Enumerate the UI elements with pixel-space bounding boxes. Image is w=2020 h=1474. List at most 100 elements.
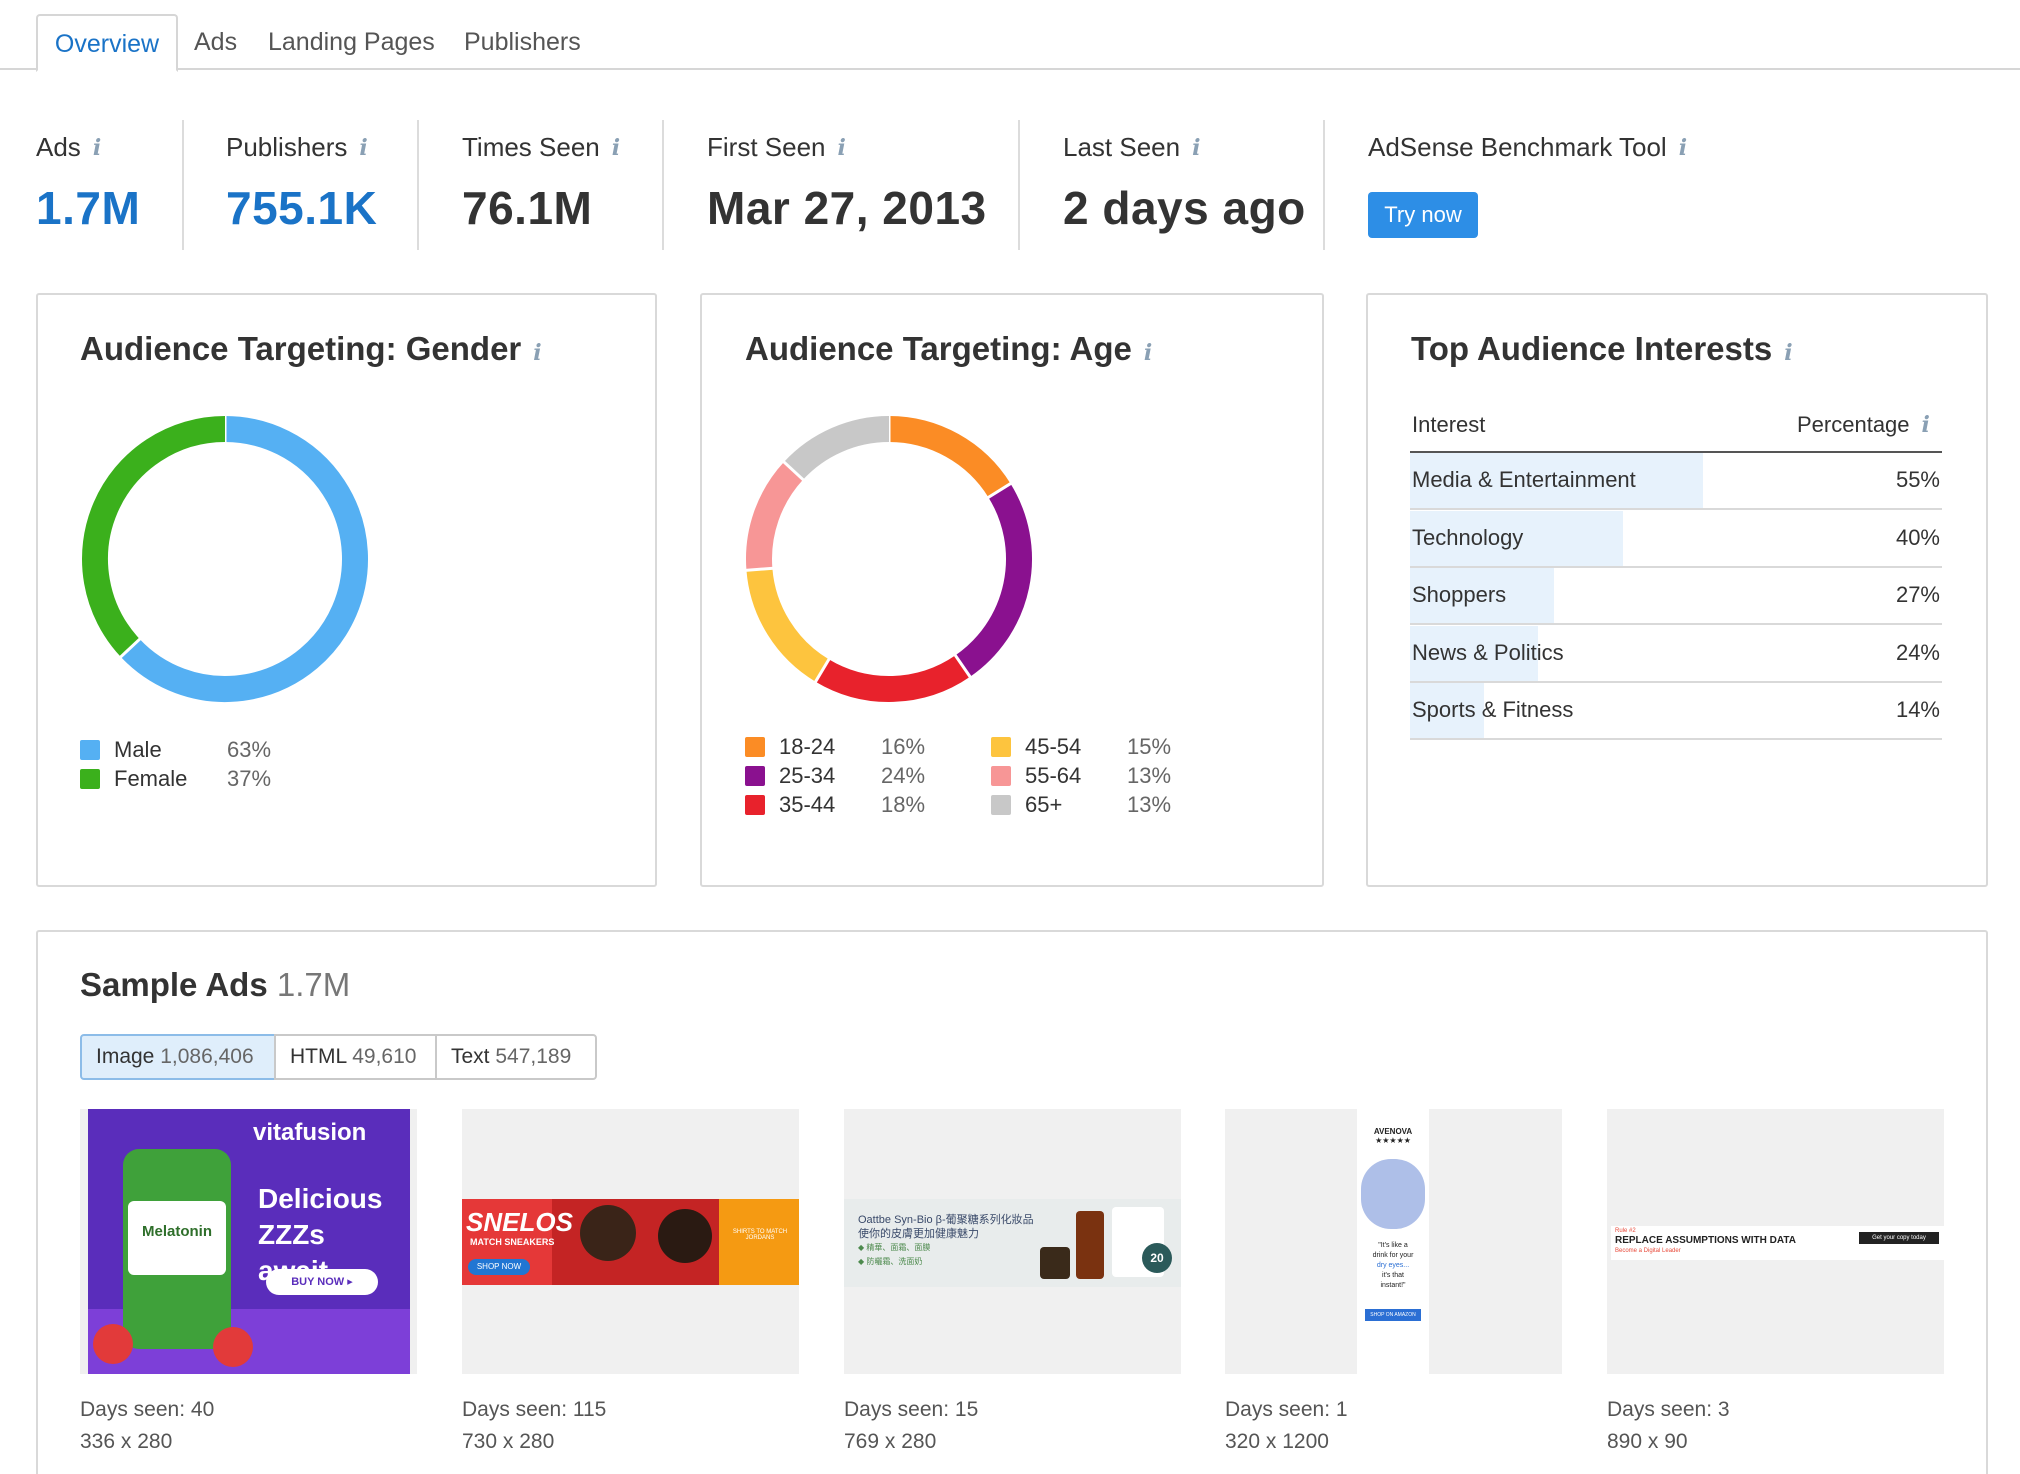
info-icon[interactable]: i — [611, 134, 621, 161]
filter-image[interactable]: Image 1,086,406 — [80, 1034, 276, 1080]
card-title-text: Audience Targeting: Gender — [80, 330, 522, 367]
ad-headline: Delicious ZZZs await. — [258, 1181, 410, 1289]
tab-landing-pages[interactable]: Landing Pages — [268, 28, 435, 56]
ad-stars: ★★★★★ — [1375, 1136, 1411, 1145]
ad-cta: SHOP NOW — [468, 1259, 530, 1275]
legend-item[interactable]: Male 63% — [80, 737, 287, 763]
info-icon[interactable]: i — [1784, 340, 1793, 366]
donut-segment-18-24[interactable] — [888, 416, 1011, 498]
info-icon[interactable]: i — [92, 134, 102, 161]
filter-text[interactable]: Text 547,189 — [435, 1034, 597, 1080]
interest-row[interactable]: Media & Entertainment 55% — [1410, 453, 1942, 510]
ad-side-text: SHIRTS TO MATCH JORDANS — [732, 1229, 788, 1241]
info-icon[interactable]: i — [359, 134, 368, 161]
ad-thumbnail[interactable]: Rule #2 REPLACE ASSUMPTIONS WITH DATA Be… — [1607, 1109, 1944, 1374]
header-rule — [1410, 451, 1942, 453]
interest-name: News & Politics — [1412, 639, 1564, 665]
metric-last-seen: Last Seen i 2 days ago — [1063, 132, 1306, 235]
interest-row[interactable]: News & Politics 24% — [1410, 625, 1942, 683]
interest-row[interactable]: Sports & Fitness 14% — [1410, 683, 1942, 740]
legend-swatch — [991, 766, 1011, 786]
info-icon[interactable]: i — [1678, 134, 1688, 161]
sample-ads-title: Sample Ads 1.7M — [80, 966, 350, 1004]
tab-publishers[interactable]: Publishers — [464, 28, 581, 56]
info-icon[interactable]: i — [1143, 340, 1153, 366]
ad-line: Oattbe Syn-Bio β-葡聚糖系列化妝品 — [858, 1214, 1034, 1226]
ad-thumbnail[interactable]: vitafusion Melatonin Delicious ZZZs awai… — [80, 1109, 417, 1374]
divider — [417, 120, 419, 250]
card-title-text: Top Audience Interests — [1411, 330, 1773, 367]
ad-brand: SNELOS — [466, 1207, 573, 1237]
legend-swatch — [991, 795, 1011, 815]
legend-item[interactable]: 25-34 24% — [745, 763, 941, 789]
gender-donut — [82, 415, 368, 702]
legend-swatch — [745, 795, 765, 815]
donut-segment-55-64[interactable] — [746, 461, 804, 571]
metric-value[interactable]: 1.7M — [36, 182, 141, 234]
ad-size: 730 x 280 — [462, 1430, 555, 1453]
interest-percentage: 27% — [1895, 582, 1940, 607]
age-donut — [745, 415, 1032, 702]
ad-line: ◆ 精華、面霜、面膜 — [858, 1243, 931, 1252]
ad-thumbnail[interactable]: AVENOVA ★★★★★ "It's like a drink for you… — [1225, 1109, 1562, 1374]
filter-count: 49,610 — [352, 1045, 417, 1068]
legend-item[interactable]: 45-54 15% — [991, 734, 1187, 760]
legend-label: 18-24 — [779, 734, 836, 759]
ad-quote-line: dry eyes... — [1376, 1262, 1410, 1269]
interest-row[interactable]: Technology 40% — [1410, 510, 1942, 568]
info-icon[interactable]: i — [1192, 134, 1201, 161]
donut-segment-25-34[interactable] — [955, 483, 1032, 677]
metric-value[interactable]: 755.1K — [226, 182, 378, 234]
filter-count: 1,086,406 — [160, 1045, 254, 1068]
legend-percent: 18% — [881, 792, 926, 817]
info-icon[interactable]: i — [1921, 412, 1930, 438]
legend-percent: 24% — [881, 763, 926, 788]
donut-segment-male[interactable] — [120, 416, 368, 702]
metric-label: Publishers — [226, 132, 348, 162]
donut-segment-female[interactable] — [82, 416, 226, 657]
ad-quote-line: instant!" — [1380, 1282, 1406, 1289]
legend-label: 65+ — [1025, 792, 1063, 817]
metric-publishers: Publishers i 755.1K — [226, 132, 377, 235]
ad-badge: 20 — [1142, 1243, 1172, 1273]
product-jar — [1040, 1247, 1070, 1279]
legend-label: Female — [114, 766, 188, 791]
filter-html[interactable]: HTML 49,610 — [274, 1034, 437, 1080]
legend-item[interactable]: 55-64 13% — [991, 763, 1187, 789]
legend-label: 25-34 — [779, 763, 836, 788]
ad-cta: Get your copy today — [1859, 1232, 1939, 1244]
legend-item[interactable]: 18-24 16% — [745, 734, 941, 760]
interest-row[interactable]: Shoppers 27% — [1410, 568, 1942, 625]
donut-segment-35-44[interactable] — [815, 655, 971, 702]
donut-segment-65-[interactable] — [783, 416, 890, 480]
legend-item[interactable]: 65+ 13% — [991, 792, 1187, 818]
metric-benchmark: AdSense Benchmark Tool i — [1368, 132, 1687, 163]
legend-item[interactable]: Female 37% — [80, 766, 287, 792]
ad-thumbnail[interactable]: Oattbe Syn-Bio β-葡聚糖系列化妝品 使你的皮膚更加健康魅力 ◆ … — [844, 1109, 1181, 1374]
tab-overview[interactable]: Overview — [36, 14, 178, 72]
ad-line: ◆ 防曬霜、洗面奶 — [858, 1257, 923, 1266]
info-icon[interactable]: i — [837, 134, 846, 161]
interest-percentage: 55% — [1895, 467, 1940, 492]
product-image — [1361, 1159, 1425, 1229]
info-icon[interactable]: i — [533, 340, 542, 366]
ad-thumbnail[interactable]: SNELOS MATCH SNEAKERS SHOP NOW SHIRTS TO… — [462, 1109, 799, 1374]
ad-creative: Rule #2 REPLACE ASSUMPTIONS WITH DATA Be… — [1611, 1226, 1944, 1260]
person — [658, 1209, 712, 1263]
segment-separator — [813, 657, 831, 684]
bottle-label: Melatonin — [128, 1201, 226, 1275]
percentage-column-header: Percentage i — [1797, 412, 1930, 438]
ad-brand: AVENOVA — [1373, 1127, 1413, 1136]
interest-name: Media & Entertainment — [1412, 467, 1636, 492]
tab-ads[interactable]: Ads — [194, 28, 238, 56]
legend-item[interactable]: 35-44 18% — [745, 792, 941, 818]
legend-swatch — [745, 766, 765, 786]
donut-segment-45-54[interactable] — [746, 567, 830, 682]
ad-line: 使你的皮膚更加健康魅力 — [858, 1228, 979, 1240]
product-bottle — [1076, 1211, 1104, 1279]
legend-percent: 63% — [227, 737, 272, 762]
segment-separator — [953, 653, 972, 679]
legend-percent: 15% — [1127, 734, 1172, 759]
try-now-button[interactable]: Try now — [1368, 192, 1478, 238]
ad-side-panel — [719, 1199, 799, 1285]
